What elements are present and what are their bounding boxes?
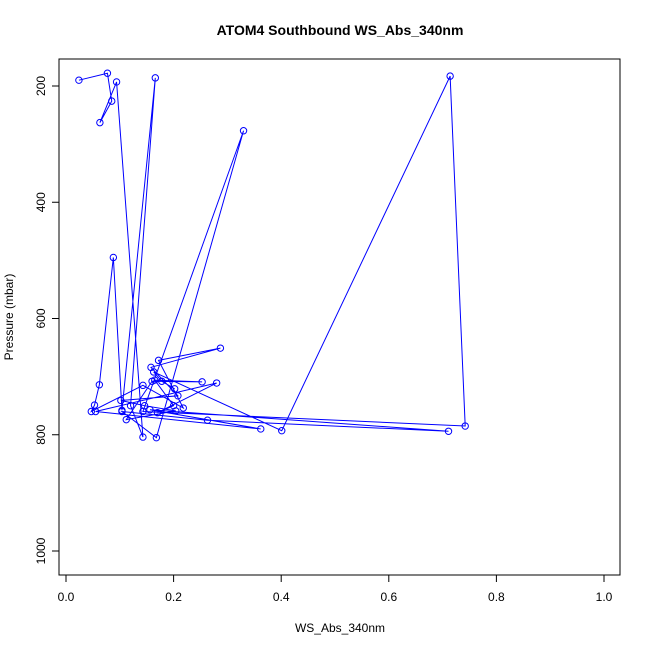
- data-point: [179, 404, 187, 412]
- data-point: [216, 344, 225, 352]
- series-line: [78, 72, 466, 439]
- data-point: [75, 76, 83, 84]
- y-tick-label: 1000: [34, 537, 48, 564]
- data-point: [96, 118, 104, 127]
- data-point: [212, 379, 221, 387]
- plot-area: [75, 69, 469, 442]
- chart-title: ATOM4 Southbound WS_Abs_340nm: [217, 22, 464, 38]
- data-point: [169, 401, 178, 410]
- data-point: [461, 422, 469, 430]
- data-point: [151, 74, 160, 82]
- data-point: [117, 396, 125, 405]
- data-point: [446, 72, 454, 80]
- data-point: [139, 381, 147, 390]
- data-point: [203, 416, 212, 424]
- data-point: [152, 433, 161, 442]
- data-point: [198, 378, 206, 386]
- data-point: [153, 408, 162, 417]
- data-point: [154, 356, 163, 365]
- data-point: [257, 425, 265, 433]
- x-axis-label: WS_Abs_340nm: [295, 621, 385, 635]
- data-point: [103, 69, 112, 77]
- data-point: [139, 433, 147, 441]
- data-point: [146, 406, 154, 414]
- data-point: [109, 253, 118, 262]
- x-tick-label: 0.0: [58, 590, 75, 604]
- data-point: [151, 376, 159, 384]
- x-tick-label: 0.2: [165, 590, 182, 604]
- plot-frame: [58, 58, 621, 576]
- x-tick-label: 0.4: [273, 590, 290, 604]
- y-axis: 200 400 600 800 1000: [34, 76, 59, 564]
- x-tick-label: 0.8: [488, 590, 505, 604]
- data-point: [149, 368, 158, 376]
- data-point: [108, 97, 116, 105]
- data-point: [112, 78, 121, 86]
- data-point: [95, 381, 104, 389]
- data-point: [158, 377, 166, 385]
- data-point: [170, 385, 179, 393]
- y-tick-label: 800: [34, 424, 48, 444]
- data-point: [118, 407, 126, 416]
- data-point: [174, 392, 182, 400]
- data-point: [91, 407, 100, 416]
- y-axis-label: Pressure (mbar): [2, 274, 16, 361]
- data-point: [239, 127, 248, 135]
- data-point: [444, 427, 453, 435]
- data-point: [139, 407, 147, 416]
- data-point: [122, 415, 130, 424]
- x-tick-label: 1.0: [596, 590, 613, 604]
- x-tick-label: 0.6: [380, 590, 397, 604]
- data-point: [278, 426, 286, 435]
- data-point: [87, 407, 95, 416]
- data-point: [126, 401, 135, 410]
- y-tick-label: 600: [34, 308, 48, 328]
- y-tick-label: 200: [34, 76, 48, 96]
- y-tick-label: 400: [34, 192, 48, 212]
- x-axis: 0.0 0.2 0.4 0.6 0.8 1.0: [58, 575, 613, 604]
- plot-content: [75, 69, 469, 442]
